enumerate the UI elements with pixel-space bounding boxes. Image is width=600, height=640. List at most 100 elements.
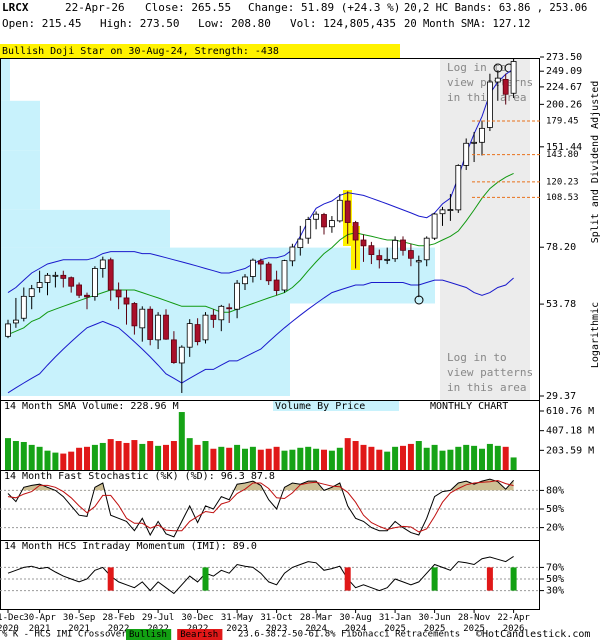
date: 22-Apr-26: [65, 1, 125, 14]
candle-body: [170, 339, 177, 363]
volume-bar: [60, 453, 67, 470]
candle-body: [423, 237, 430, 261]
frame: [0, 58, 540, 610]
volume-bar: [265, 448, 272, 470]
volume-by-price-bar: [0, 58, 10, 101]
vbp-label: Volume By Price: [275, 401, 365, 412]
volume-bar: [84, 446, 90, 470]
bands-info: 20,2 HC Bands: 63.86 , 253.06: [404, 2, 587, 14]
x-tick-label: 28-Nov 2025: [458, 613, 491, 634]
candle-body: [281, 260, 288, 291]
volume-bar: [107, 439, 114, 470]
candle-body: [249, 259, 256, 277]
candle-body: [352, 222, 359, 241]
pattern-annotation: Bullish Doji Star on 30-Aug-24, Strength…: [2, 46, 279, 57]
volume-bar: [510, 457, 517, 470]
candle-body: [447, 209, 454, 211]
volume-bar: [76, 447, 83, 470]
candle-body: [415, 260, 422, 263]
candle-body: [115, 289, 122, 298]
candle-body: [431, 213, 438, 239]
x-tick-label: 30-Sep 2021: [63, 613, 96, 634]
volume-bar: [115, 441, 122, 470]
indicator-line: [7, 555, 514, 595]
low: Low: 208.80: [198, 17, 271, 30]
crossover-bar: [510, 567, 517, 591]
volume-bar: [407, 443, 414, 470]
x-tick-label: 31-Oct 2023: [260, 613, 293, 634]
volume-bar: [178, 412, 185, 470]
volume-bar: [313, 448, 320, 470]
volume-bar: [226, 447, 233, 470]
candle-body: [384, 258, 391, 261]
volume-by-price-bar: [0, 100, 40, 151]
candle-body: [99, 259, 106, 269]
y-tick-label: 203.59 M: [546, 445, 594, 456]
y-tick-label: 78.20: [546, 242, 576, 253]
ticker: LRCX: [2, 1, 29, 14]
fibonacci-label: 179.45: [546, 117, 579, 127]
y-tick-label: 50%: [546, 574, 564, 585]
volume-bar: [502, 446, 509, 470]
open: Open: 215.45: [2, 17, 81, 30]
volume-bar: [423, 447, 430, 470]
y-tick-label: 610.76 M: [546, 406, 594, 417]
volume-bar: [328, 450, 335, 470]
volume-bar: [297, 447, 304, 470]
candle-body: [210, 314, 217, 320]
volume-bar: [20, 441, 27, 470]
candle-body: [76, 284, 82, 296]
candle-body: [5, 323, 11, 337]
volume-by-price-bar: [0, 150, 40, 210]
vbp-label-background: [273, 400, 399, 411]
crossover-bar: [344, 567, 351, 591]
x-tick-label: 22-Apr 2026: [497, 613, 530, 634]
candle-body: [455, 165, 462, 211]
candle-body: [273, 279, 280, 291]
volume-bar: [139, 443, 146, 470]
candle-body: [107, 259, 114, 291]
volume-bar: [494, 445, 501, 470]
close: Close: 265.55: [145, 1, 231, 14]
panel-title: 14 Month Fast Stochastic (%K) (%D): 96.3…: [4, 471, 275, 482]
candle-body: [131, 303, 138, 327]
candle-body: [479, 127, 485, 143]
volume-bar: [392, 446, 399, 470]
sma-info: 20 Month SMA: 127.12: [404, 18, 530, 30]
candle-body: [321, 214, 327, 228]
candle-body: [360, 239, 367, 247]
candle-body: [313, 213, 320, 220]
y-tick-label: 200.26: [546, 99, 582, 110]
candle-body: [297, 238, 304, 249]
volume-bar: [360, 444, 367, 470]
volume: Vol: 124,805,435: [290, 17, 396, 30]
plot-area: [5, 412, 517, 470]
volume-bar: [486, 443, 493, 470]
y-tick-label: 80%: [546, 485, 564, 496]
x-tick-label: 30-Aug 2024: [339, 613, 372, 634]
volume-by-price-bar: [0, 209, 170, 248]
volume-bar: [431, 444, 438, 470]
x-tick-label: 30-Apr 2021: [23, 613, 56, 634]
candle-body: [336, 199, 343, 222]
legend-swatch: [126, 629, 172, 640]
candle-body: [20, 295, 27, 319]
fibonacci-label: 108.53: [546, 193, 579, 203]
x-tick-label: 30-Dec 2022: [181, 613, 214, 634]
x-tick-label: 30-Jun 2025: [418, 613, 451, 634]
legend-label: Bearish: [180, 630, 218, 640]
volume-bar: [305, 446, 312, 470]
y-tick-label: 151.44: [546, 142, 582, 153]
volume-bar: [249, 446, 256, 470]
volume-bar: [44, 450, 51, 470]
candle-body: [368, 245, 375, 255]
volume-bar: [463, 444, 470, 470]
candle-body: [376, 255, 383, 261]
high: High: 273.50: [100, 17, 179, 30]
candle-body: [178, 346, 185, 364]
panel-title: 14 Month SMA Volume: 228.96 M: [4, 401, 179, 412]
candle-body: [486, 81, 493, 128]
candle-body: [186, 323, 193, 348]
x-tick-label: 31-May 2023: [221, 613, 254, 634]
